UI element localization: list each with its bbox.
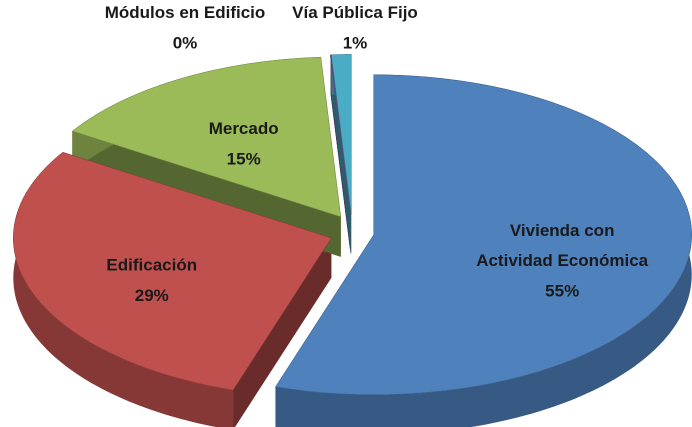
slice bbox=[275, 74, 692, 395]
slice-value-label: 15% bbox=[227, 150, 261, 169]
slice-value-label: 29% bbox=[135, 286, 169, 305]
slice-label: Mercado bbox=[209, 120, 279, 139]
slice-label: Edificación bbox=[106, 256, 197, 275]
slice bbox=[329, 54, 352, 215]
slice-value-label: 55% bbox=[545, 281, 579, 300]
slice-label: Vía Pública Fijo bbox=[292, 3, 418, 22]
slice-value-label: 1% bbox=[343, 33, 368, 52]
slice-wall bbox=[233, 237, 332, 427]
slice bbox=[331, 54, 352, 215]
labels: Vivienda con Actividad Económica 55% Edific… bbox=[105, 3, 649, 304]
slice bbox=[71, 56, 342, 218]
pie-tops bbox=[13, 54, 692, 395]
slice-label: Vivienda con Actividad Económica bbox=[476, 221, 648, 270]
slice-label: Módulos en Edificio bbox=[105, 3, 266, 22]
slice-side bbox=[13, 152, 234, 427]
slice-value-label: 0% bbox=[173, 33, 198, 52]
slice bbox=[13, 151, 332, 391]
